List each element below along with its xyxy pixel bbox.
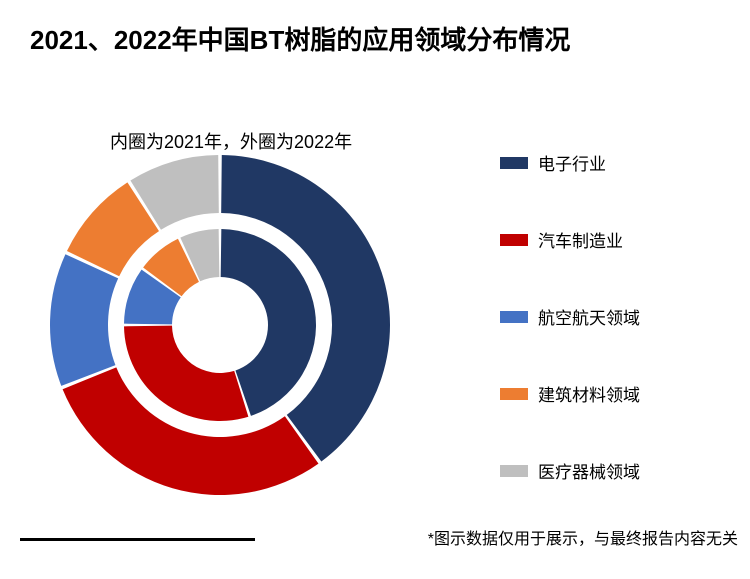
chart-subtitle: 内圈为2021年，外圈为2022年 <box>110 128 352 154</box>
legend: 电子行业汽车制造业航空航天领域建筑材料领域医疗器械领域 <box>500 150 720 483</box>
donut-slice <box>50 254 118 386</box>
legend-label: 电子行业 <box>538 150 606 175</box>
legend-item: 航空航天领域 <box>500 304 720 329</box>
donut-chart <box>50 155 390 495</box>
legend-swatch <box>500 157 528 169</box>
footnote: *图示数据仅用于展示，与最终报告内容无关 <box>428 525 738 549</box>
legend-item: 医疗器械领域 <box>500 458 720 483</box>
legend-label: 建筑材料领域 <box>538 381 640 406</box>
legend-item: 汽车制造业 <box>500 227 720 252</box>
chart-title: 2021、2022年中国BT树脂的应用领域分布情况 <box>30 20 570 57</box>
legend-swatch <box>500 388 528 400</box>
legend-label: 航空航天领域 <box>538 304 640 329</box>
underline-decor <box>20 538 255 541</box>
legend-item: 电子行业 <box>500 150 720 175</box>
legend-label: 汽车制造业 <box>538 227 623 252</box>
legend-swatch <box>500 234 528 246</box>
legend-label: 医疗器械领域 <box>538 458 640 483</box>
legend-swatch <box>500 311 528 323</box>
legend-item: 建筑材料领域 <box>500 381 720 406</box>
legend-swatch <box>500 465 528 477</box>
